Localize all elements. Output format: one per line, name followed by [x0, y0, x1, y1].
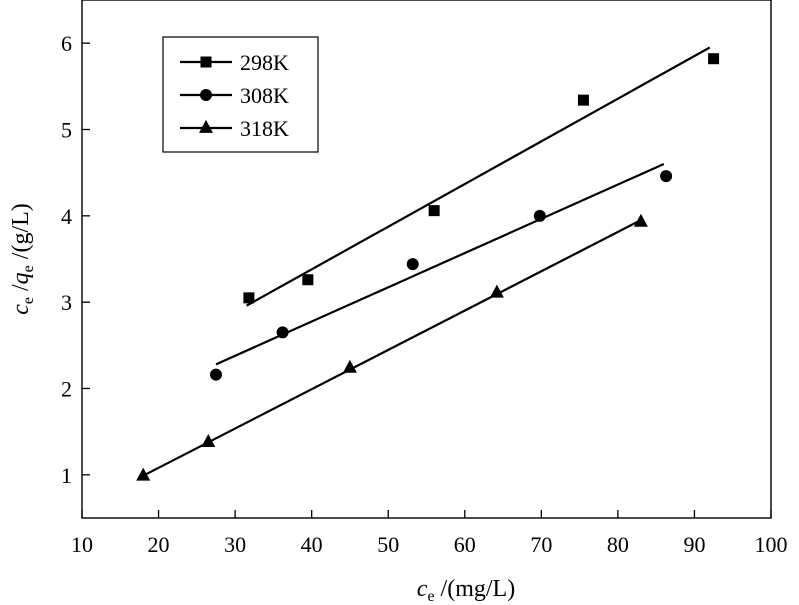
data-point-298k	[577, 94, 589, 106]
data-point-298k	[708, 53, 720, 65]
data-point-318k	[136, 467, 151, 481]
data-point-318k	[201, 434, 216, 447]
data-point-308k	[209, 368, 222, 381]
legend-label-298k: 298K	[240, 50, 289, 75]
data-point-308k	[406, 258, 419, 271]
data-point-318k	[489, 284, 504, 298]
y-axis-label: ce /qe /(g/L)	[8, 203, 37, 315]
x-axis-label-unit: /(mg/L)	[435, 576, 516, 602]
y-axis-label-variable-c: c	[8, 304, 34, 315]
legend: 298K 308K 318K	[162, 36, 319, 153]
x-tick-label: 30	[224, 532, 246, 557]
x-tick-label: 20	[148, 532, 170, 557]
legend-label-318k: 318K	[240, 116, 289, 141]
x-axis-label-variable: c	[417, 576, 428, 602]
x-tick-label: 50	[377, 532, 399, 557]
x-tick-label: 80	[607, 532, 629, 557]
x-tick-label: 100	[755, 532, 788, 557]
data-point-298k	[428, 205, 440, 217]
legend-marker-308k	[200, 89, 212, 101]
y-axis-label-subscript-c: e	[20, 297, 37, 304]
x-tick-label: 70	[530, 532, 552, 557]
x-axis-label: ce /(mg/L)	[417, 576, 515, 605]
y-tick-label: 2	[61, 377, 72, 402]
y-axis-label-variable-q: q	[8, 272, 34, 284]
data-points-layer	[136, 53, 720, 481]
y-axis-label-subscript-q: e	[20, 265, 37, 272]
data-point-308k	[276, 326, 289, 339]
data-point-308k	[660, 170, 673, 183]
fit-line-318k	[142, 219, 642, 477]
data-point-318k	[342, 359, 357, 373]
x-axis-label-subscript: e	[427, 588, 434, 605]
data-point-318k	[633, 213, 648, 227]
legend-marker-298k	[200, 56, 212, 68]
fit-lines-layer	[142, 46, 711, 477]
data-point-298k	[243, 292, 255, 304]
data-point-308k	[533, 209, 546, 222]
plot-frame	[81, 0, 772, 519]
y-axis-label-slash: /	[8, 284, 34, 297]
y-axis-label-unit: /(g/L)	[8, 203, 34, 265]
y-tick-label: 3	[61, 290, 72, 315]
ticks-layer: 10 20 30 40 50 60 70 80 90 100 1 2 3 4 5 6	[61, 31, 788, 557]
legend-marker-318k	[199, 119, 213, 133]
y-tick-label: 6	[61, 31, 72, 56]
y-tick-label: 5	[61, 118, 72, 143]
y-tick-label: 1	[61, 463, 72, 488]
legend-label-308k: 308K	[240, 83, 289, 108]
y-tick-label: 4	[61, 204, 72, 229]
x-tick-label: 90	[683, 532, 705, 557]
x-tick-label: 40	[301, 532, 323, 557]
data-point-298k	[302, 274, 314, 286]
legend-entries: 298K 308K 318K	[180, 50, 289, 141]
fit-line-298k	[246, 46, 711, 307]
fit-line-308k	[215, 163, 665, 366]
x-tick-label: 10	[71, 532, 93, 557]
x-tick-label: 60	[454, 532, 476, 557]
